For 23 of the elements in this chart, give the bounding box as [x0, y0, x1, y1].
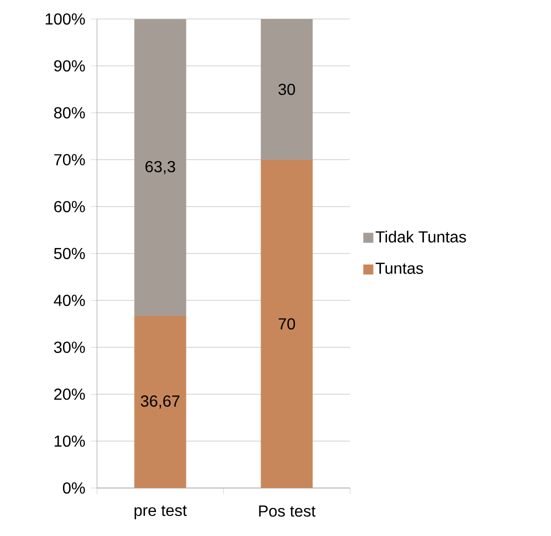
y-tick-label: 90%	[54, 60, 85, 72]
y-tick-label: 60%	[54, 200, 85, 212]
legend-label: Tidak Tuntas	[376, 230, 466, 243]
y-tick-label: 0%	[62, 482, 85, 494]
y-tick-label: 40%	[54, 294, 85, 306]
bar	[134, 19, 186, 316]
bar	[134, 316, 186, 488]
data-label: 70	[278, 318, 296, 330]
y-tick-label: 100%	[46, 13, 85, 25]
data-label: 63,3	[146, 160, 176, 174]
y-tick-label: 20%	[54, 388, 85, 400]
data-label: 30	[278, 84, 296, 96]
legend-label: Tuntas	[376, 262, 424, 274]
bar	[260, 160, 313, 488]
x-tick-label: pre test	[134, 506, 187, 520]
x-tick-label: Pos test	[259, 506, 316, 517]
y-tick-label: 10%	[54, 435, 85, 447]
y-tick-label: 50%	[54, 248, 85, 260]
y-tick-label: 80%	[54, 107, 85, 118]
y-tick-label: 70%	[54, 154, 85, 166]
data-label: 36,67	[140, 395, 180, 409]
bar	[260, 18, 313, 160]
y-tick-label: 30%	[54, 342, 85, 353]
